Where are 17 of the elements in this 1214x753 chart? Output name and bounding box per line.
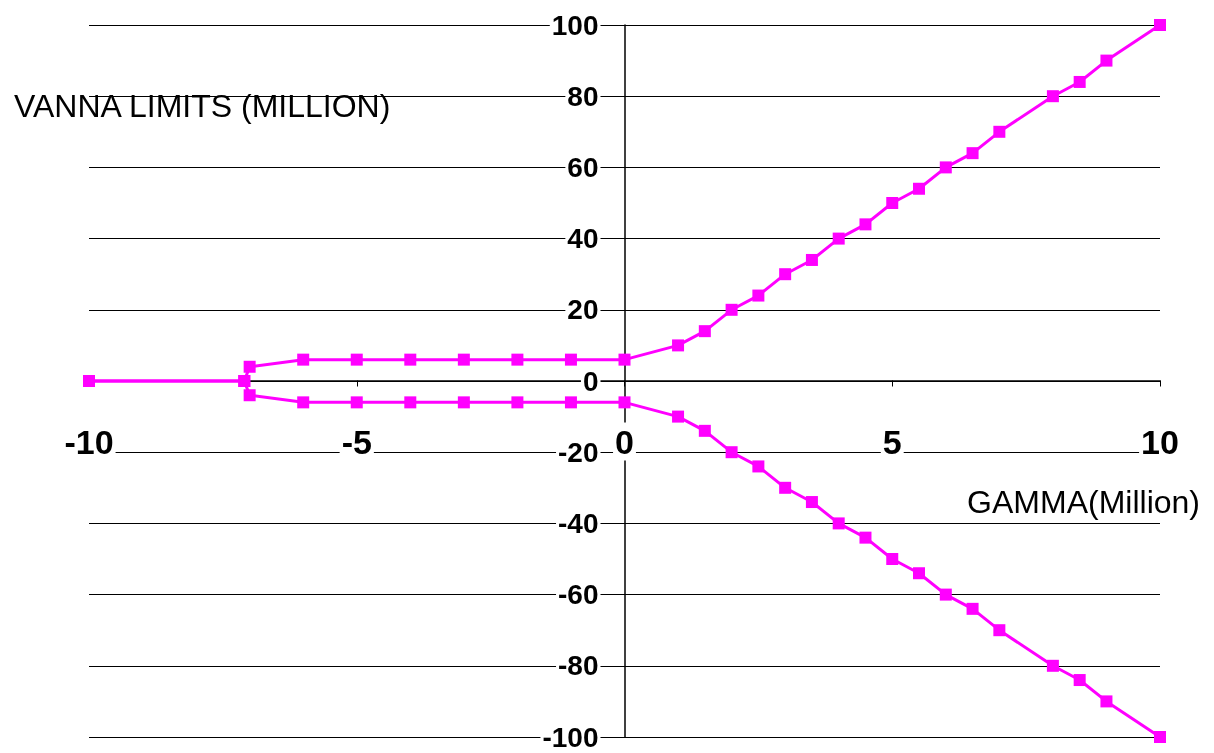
y-tick-label: -80 [558, 650, 599, 682]
y-tick-label: -40 [558, 507, 599, 539]
y-tick-label: 0 [582, 365, 599, 397]
y-tick-label: -100 [542, 721, 599, 753]
x-tick-label: 5 [882, 422, 902, 461]
x-tick-label: 0 [615, 422, 634, 461]
y-tick-label: 100 [551, 9, 599, 41]
y-tick-label: 20 [567, 294, 599, 326]
x-tick-label: -10 [64, 422, 114, 461]
x-tick-label: 10 [1141, 422, 1179, 461]
x-axis-title: GAMMA(Million) [967, 484, 1200, 520]
y-tick-label: 80 [567, 80, 599, 112]
y-tick-label: 60 [567, 151, 599, 183]
y-tick-label: -20 [558, 436, 599, 468]
x-tick-label: -5 [341, 422, 372, 461]
y-tick-label: 40 [567, 223, 599, 255]
y-tick-label: -60 [558, 579, 599, 611]
